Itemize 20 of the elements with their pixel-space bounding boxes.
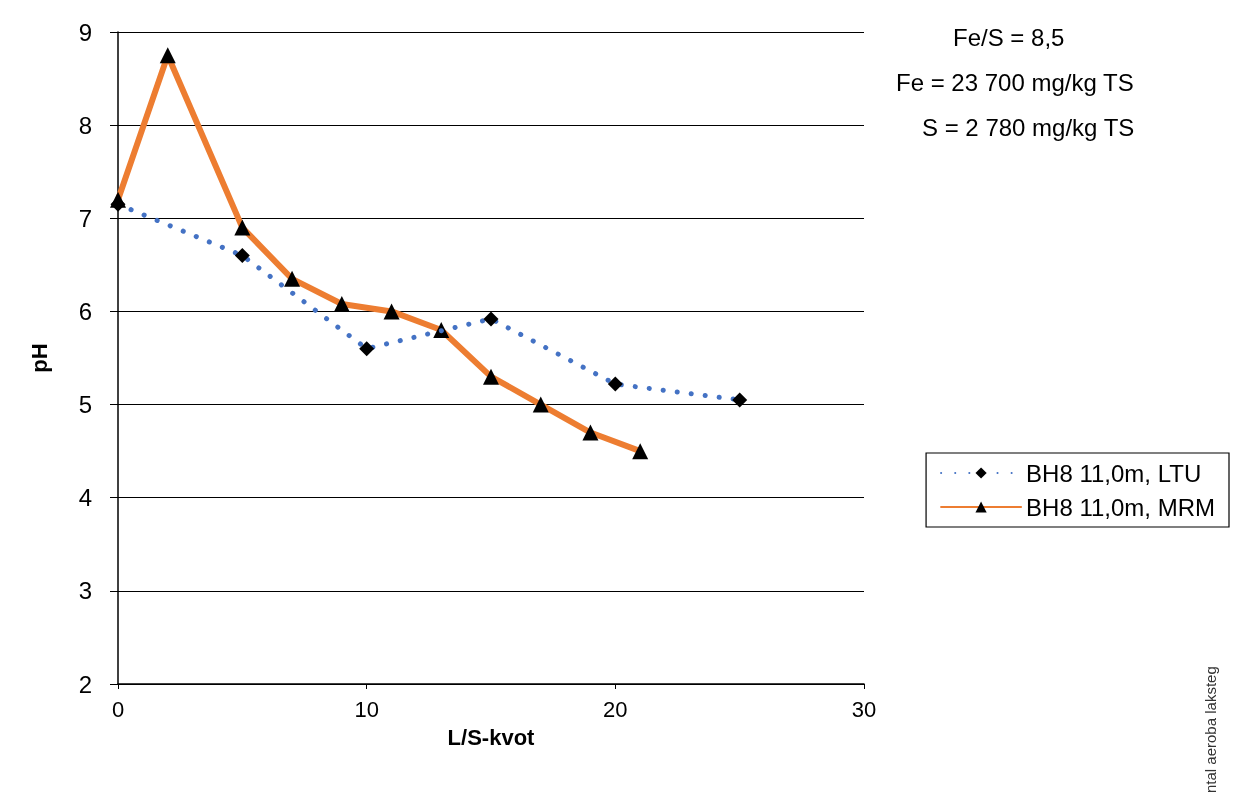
y-tick-label: 3 [78,577,92,605]
text: ntal aeroba laksteg [1202,666,1219,793]
x-tick-label: 0 [111,696,125,722]
legend-label: BH8 11,0m, LTU [1026,459,1202,487]
x-tick-label: 20 [603,696,628,722]
y-axis-title: pH [26,343,52,373]
text: Fe = 23 700 mg/kg TS [896,68,1134,96]
y-tick-label: 9 [78,18,92,46]
x-axis-title: L/S-kvot [447,724,536,750]
y-tick-label: 2 [78,670,92,698]
x-tick-label: 10 [354,696,379,722]
y-tick-label: 8 [78,111,92,139]
text: S = 2 780 mg/kg TS [922,113,1135,141]
x-tick-label: 30 [851,696,877,722]
y-tick-label: 7 [78,204,92,232]
legend-label: BH8 11,0m, MRM [1026,493,1216,521]
y-tick-label: 6 [78,297,92,325]
text: Fe/S = 8,5 [953,23,1065,51]
y-tick-label: 5 [78,391,92,419]
y-tick-label: 4 [78,484,92,512]
